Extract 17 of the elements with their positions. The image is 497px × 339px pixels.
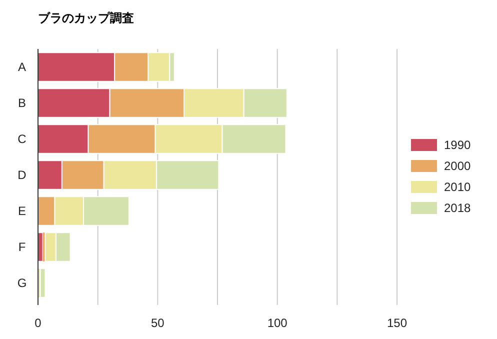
bar — [40, 268, 46, 298]
x-tick-label: 150 — [386, 316, 408, 330]
y-tick-label: G — [17, 276, 27, 290]
y-tick-label: D — [18, 168, 27, 182]
y-tick-label: A — [18, 60, 26, 74]
legend-label: 1990 — [444, 138, 472, 152]
y-tick-label: F — [18, 240, 26, 254]
legend-label: 2000 — [444, 159, 472, 173]
y-tick-label: E — [18, 204, 26, 218]
x-tick-label: 0 — [34, 316, 42, 330]
y-tick-label: B — [18, 96, 26, 110]
x-tick-label: 100 — [267, 316, 288, 330]
legend-label: 2010 — [444, 180, 472, 194]
y-tick-label: C — [18, 132, 27, 146]
chart-title: ブラのカップ調査 — [38, 11, 134, 25]
legend-label: 2018 — [444, 201, 472, 215]
x-tick-label: 50 — [150, 316, 165, 330]
